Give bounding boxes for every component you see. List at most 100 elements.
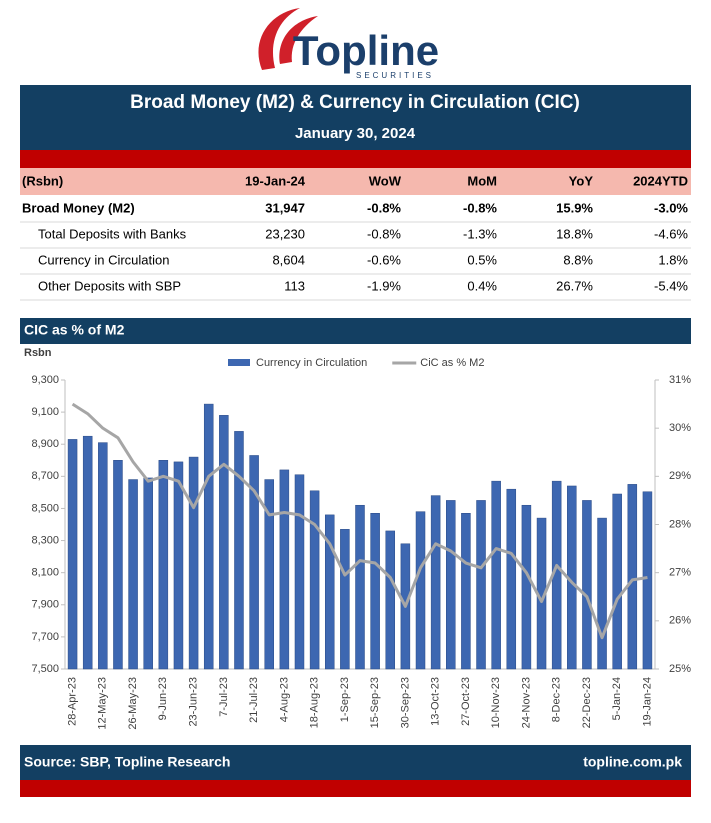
x-tick-label: 4-Aug-23: [278, 677, 290, 722]
title: Broad Money (M2) & Currency in Circulati…: [130, 92, 580, 113]
x-tick-label: 7-Jul-23: [218, 677, 230, 717]
title-band: [20, 85, 691, 150]
x-tick-label: 24-Nov-23: [520, 677, 532, 728]
bar: [158, 460, 169, 670]
legend-label: Currency in Circulation: [256, 357, 367, 369]
bar: [627, 484, 638, 670]
bar: [506, 488, 517, 670]
chart: Rsbn 7,500 7,700 7,900 8,100 8,300 8,500 8,700 8…: [24, 347, 691, 730]
x-tick-label: 28-Apr-23: [66, 677, 78, 726]
bar: [67, 439, 78, 670]
legend-label: CiC as % M2: [420, 357, 484, 369]
table-cell: 18.8%: [556, 226, 593, 241]
logo-subtext: SECURITIES: [356, 71, 434, 80]
x-tick-label: 22-Dec-23: [581, 677, 593, 728]
bar: [294, 474, 305, 670]
y-tick-label: 9,100: [31, 406, 59, 418]
x-tick-label: 26-May-23: [127, 677, 139, 730]
bar: [612, 493, 622, 670]
y-tick-label: 8,100: [31, 567, 59, 579]
logo-text: Topline: [293, 27, 439, 74]
table-header-band: [20, 168, 691, 195]
x-tick-label: 15-Sep-23: [369, 677, 381, 728]
bar: [340, 529, 350, 670]
bar: [355, 504, 365, 670]
bar: [324, 514, 335, 670]
bar: [98, 442, 108, 670]
table-cell: 113: [284, 278, 305, 293]
line: [71, 402, 648, 640]
x-tick-label: 23-Jun-23: [187, 677, 199, 727]
y-tick-label: 8,500: [31, 502, 59, 514]
bar: [309, 490, 320, 670]
bar: [370, 513, 380, 670]
source: Source: SBP, Topline Research: [24, 754, 230, 770]
table-cell: 0.5%: [467, 252, 497, 267]
column-header: YoY: [569, 173, 594, 188]
table-cell: Broad Money (M2): [22, 200, 135, 215]
url: topline.com.pk: [583, 754, 682, 770]
x-tick-label: 18-Aug-23: [309, 677, 321, 728]
x-tick-label: 27-Oct-23: [460, 677, 472, 726]
y2-tick-label: 28%: [669, 518, 691, 530]
y2-tick-label: 25%: [669, 663, 691, 675]
column-header: 19-Jan-24: [245, 173, 306, 188]
y-axis-title: Rsbn: [24, 347, 52, 359]
section-title: CIC as % of M2: [24, 322, 125, 338]
x-tick-label: 10-Nov-23: [490, 677, 502, 728]
date: January 30, 2024: [295, 125, 416, 142]
bar: [113, 460, 123, 670]
section-band: [20, 318, 691, 344]
column-header: WoW: [369, 173, 402, 188]
table-cell: 0.4%: [467, 278, 497, 293]
table-cell: 15.9%: [556, 200, 593, 215]
bar: [415, 511, 426, 670]
y-tick-label: 7,900: [31, 599, 59, 611]
table-cell: -0.8%: [367, 226, 401, 241]
logo: Topline SECURITIES: [258, 8, 439, 80]
table-cell: Other Deposits with SBP: [38, 278, 181, 293]
bar: [234, 431, 244, 670]
y2-tick-label: 27%: [669, 567, 691, 579]
bar: [82, 435, 93, 670]
y2-tick-label: 26%: [669, 615, 691, 627]
y-tick-label: 9,300: [31, 374, 59, 386]
x-tick-label: 1-Sep-23: [339, 677, 351, 722]
bar: [597, 517, 607, 670]
y-tick-label: 8,300: [31, 534, 59, 546]
bar: [249, 455, 259, 670]
column-header: 2024YTD: [633, 173, 688, 188]
bar: [430, 495, 441, 670]
y-tick-label: 7,700: [31, 631, 59, 643]
table-cell: -0.8%: [367, 200, 401, 215]
y-tick-label: 8,700: [31, 470, 59, 482]
x-tick-label: 19-Jan-24: [641, 677, 653, 727]
x-tick-label: 12-May-23: [97, 677, 109, 730]
y-tick-label: 8,900: [31, 438, 59, 450]
bar: [279, 469, 290, 670]
y2-tick-label: 31%: [669, 374, 691, 386]
table-cell: -1.3%: [463, 226, 497, 241]
column-header: MoM: [467, 173, 497, 188]
legend-swatch: [228, 359, 250, 366]
y2-tick-label: 30%: [669, 422, 691, 434]
y-tick-label: 7,500: [31, 663, 59, 675]
table: (Rsbn) 19-Jan-24 WoW MoM YoY 2024YTD Broad Mon…: [20, 173, 691, 301]
table-cell: 8.8%: [563, 252, 593, 267]
table-cell: 26.7%: [556, 278, 593, 293]
bar: [385, 530, 396, 670]
bar: [143, 477, 153, 670]
bar: [491, 480, 501, 670]
red-band: [20, 150, 691, 168]
table-cell: -3.0%: [654, 200, 688, 215]
table-cell: -5.4%: [654, 278, 688, 293]
logo-swoosh: [279, 16, 318, 64]
table-cell: 1.8%: [658, 252, 688, 267]
column-header: (Rsbn): [22, 173, 63, 188]
table-cell: 23,230: [265, 226, 305, 241]
table-cell: -0.6%: [367, 252, 401, 267]
bar: [173, 461, 184, 670]
x-tick-label: 30-Sep-23: [399, 677, 411, 728]
y2-tick-label: 29%: [669, 470, 691, 482]
x-tick-label: 5-Jan-24: [611, 677, 623, 720]
